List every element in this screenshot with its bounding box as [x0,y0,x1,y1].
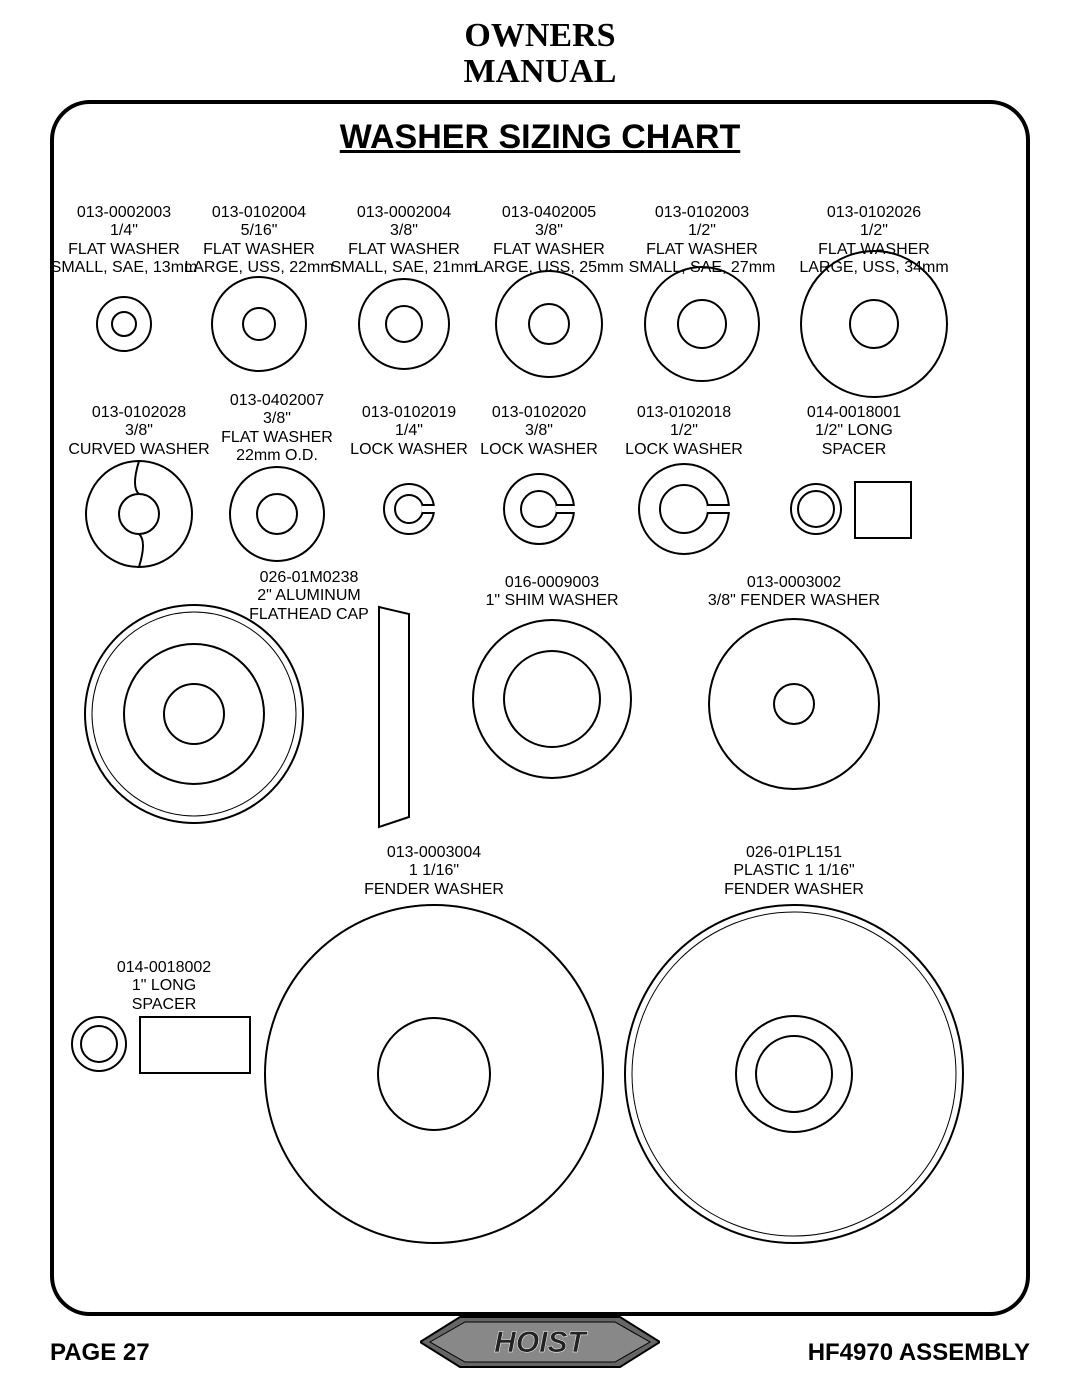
flathead-cap-top [84,604,304,824]
part-label: 013-0003002 3/8" FENDER WASHER [704,574,884,611]
flat-washer [211,276,307,372]
owners-manual-title: OWNERS MANUAL [0,18,1080,89]
part-label: 013-0102026 1/2" FLAT WASHER LARGE, USS,… [784,204,964,278]
spacer-end-view [71,1016,127,1072]
page: OWNERS MANUAL WASHER SIZING CHART 013-00… [0,0,1080,1397]
part-label: 013-0003004 1 1/16" FENDER WASHER [344,844,524,899]
chart-title: WASHER SIZING CHART [54,118,1026,157]
hoist-logo: HOIST [420,1307,660,1377]
header-line2: MANUAL [464,53,617,90]
flat-washer [229,466,325,562]
page-number: PAGE 27 [50,1339,150,1367]
curved-washer [85,460,193,568]
logo-text: HOIST [494,1326,588,1359]
flat-washer [358,278,450,370]
flat-washer [495,270,603,378]
plastic-fender-washer [624,904,964,1244]
lock-washer [638,463,730,555]
spacer-end-view [790,483,842,535]
part-label: 016-0009003 1" SHIM WASHER [462,574,642,611]
part-label: 026-01M0238 2" ALUMINUM FLATHEAD CAP [219,569,399,624]
header-line1: OWNERS [464,17,615,54]
fender-washer [708,618,880,790]
part-label: 014-0018002 1" LONG SPACER [74,959,254,1014]
flat-washer [96,296,152,352]
flat-washer [644,266,760,382]
lock-washer [383,483,435,535]
part-label: 014-0018001 1/2" LONG SPACER [764,404,944,459]
assembly-label: HF4970 ASSEMBLY [808,1339,1030,1367]
part-label: 026-01PL151 PLASTIC 1 1/16" FENDER WASHE… [704,844,884,899]
part-label: 013-0102003 1/2" FLAT WASHER SMALL, SAE,… [612,204,792,278]
flathead-cap-side [376,604,412,830]
part-label: 013-0102018 1/2" LOCK WASHER [594,404,774,459]
shim-washer [472,619,632,779]
fender-washer-large [264,904,604,1244]
footer: PAGE 27 HOIST HF4970 ASSEMBLY [50,1317,1030,1377]
spacer-side-view [139,1016,251,1074]
chart-frame: WASHER SIZING CHART 013-0002003 1/4" FLA… [50,100,1030,1316]
lock-washer [503,473,575,545]
spacer-side-view [854,481,912,539]
